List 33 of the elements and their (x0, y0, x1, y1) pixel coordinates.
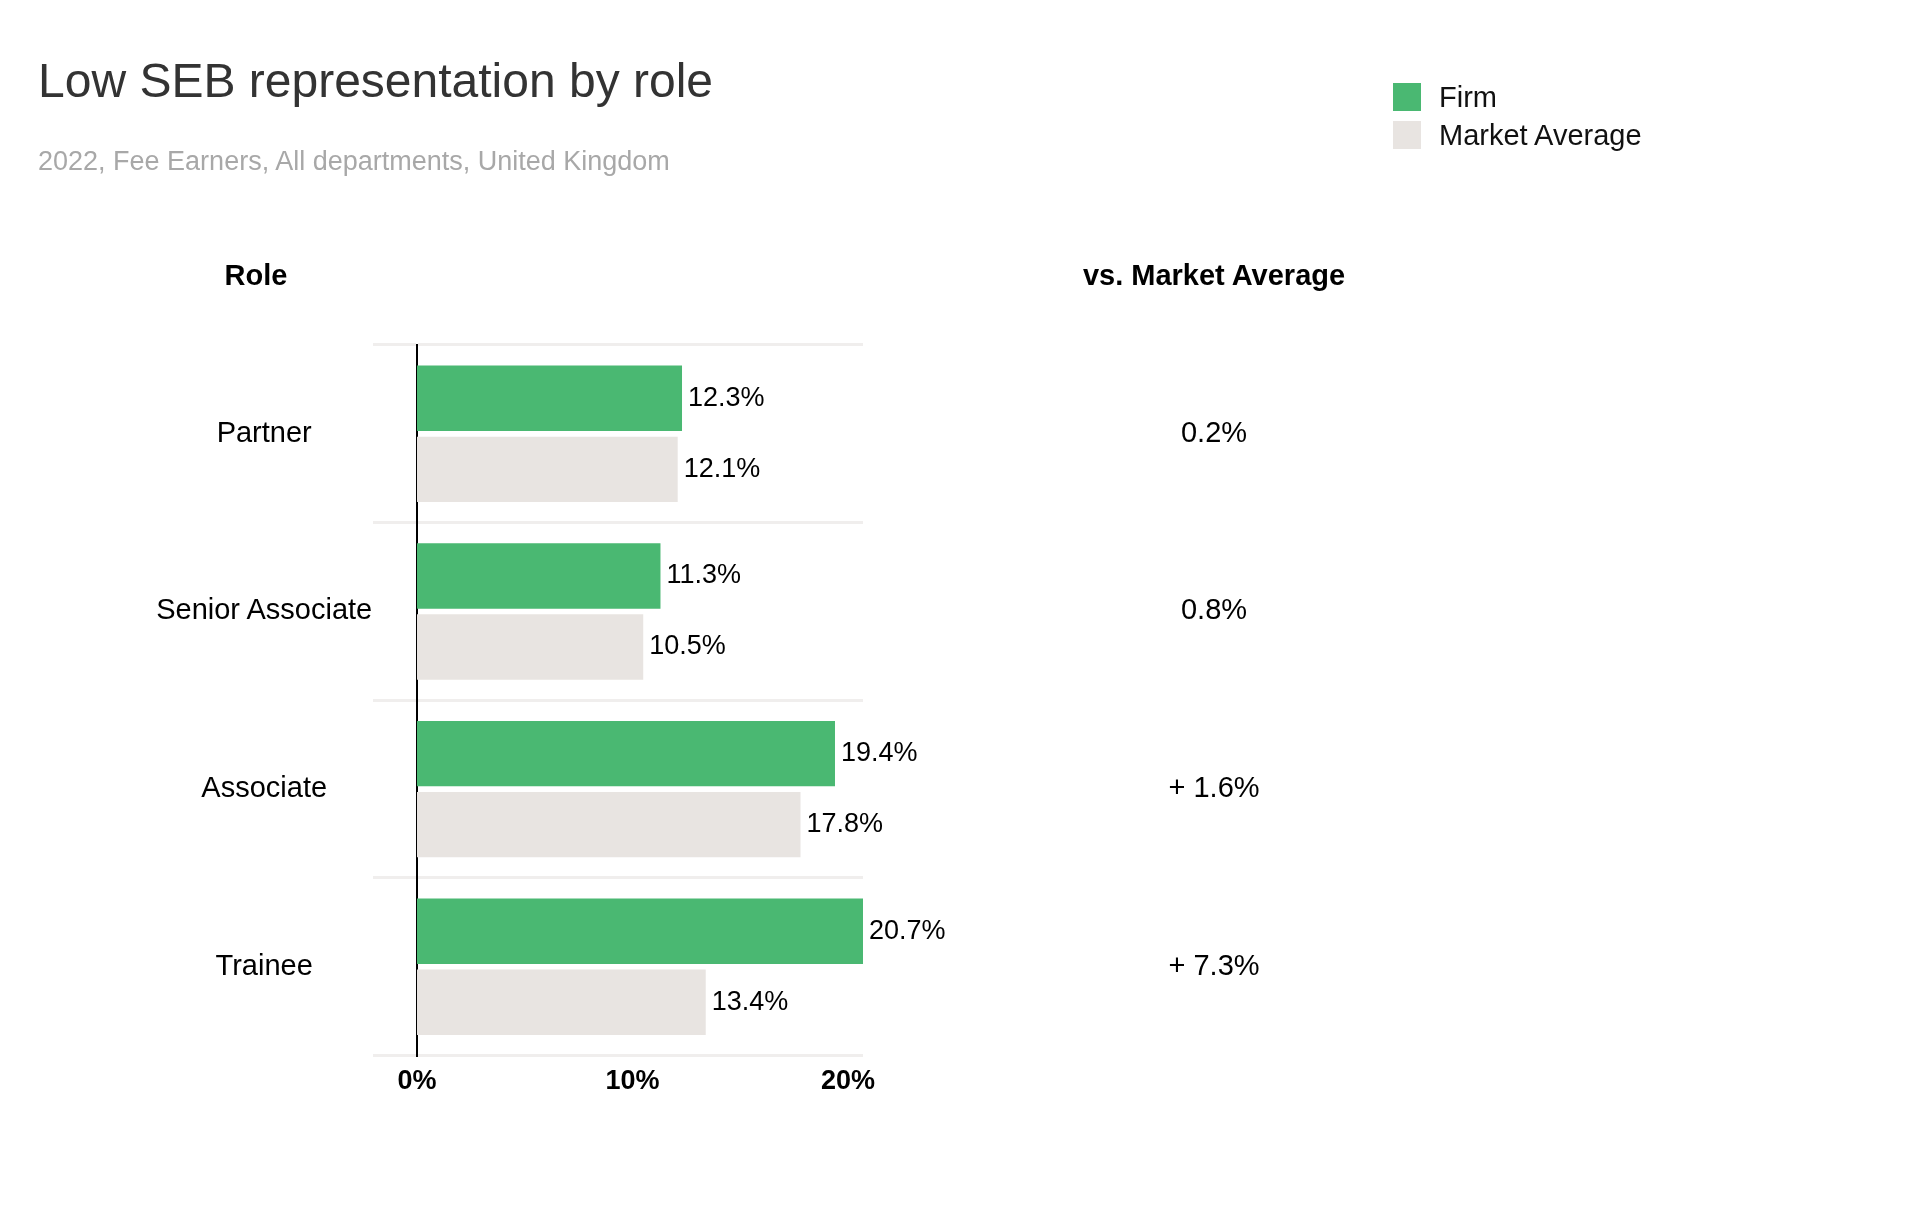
y-tick-label: Partner (216, 415, 313, 448)
y-tick-label: Trainee (215, 948, 313, 981)
y-axis-title: Role (224, 259, 288, 291)
text: 13.4% (711, 985, 789, 1016)
bar (417, 436, 678, 503)
bar (417, 969, 706, 1035)
chart-subtitle: 2022, Fee Earners, All departments, United Kingdom (38, 146, 670, 177)
text: 17.8% (806, 808, 884, 839)
bar (417, 791, 801, 858)
text: 10.5% (649, 630, 726, 661)
bar (417, 365, 683, 431)
y-tick-label: Associate (201, 771, 328, 804)
bar (417, 720, 835, 787)
text: vs. Market Average (1082, 259, 1346, 291)
text: 0.2% (1180, 415, 1248, 448)
x-tick-label: 0% (397, 1065, 437, 1096)
bar (417, 543, 661, 609)
x-tick-label: 20% (820, 1065, 875, 1096)
text: + 7.3% (1168, 948, 1260, 981)
bar (417, 898, 863, 964)
text: 12.3% (688, 381, 765, 412)
text: 20.7% (869, 914, 946, 945)
text: 0.8% (1180, 593, 1248, 626)
chart-title: Low SEB representation by role (38, 53, 714, 108)
text: 12.1% (683, 452, 761, 483)
y-tick-label: Senior Associate (156, 593, 373, 626)
legend-label: Market Average (1439, 118, 1642, 152)
legend-label: Firm (1439, 80, 1497, 114)
text: 19.4% (840, 737, 918, 768)
bar (417, 614, 644, 680)
x-tick-label: 10% (605, 1065, 660, 1096)
text: + 1.6% (1168, 771, 1260, 804)
text: 11.3% (666, 559, 742, 590)
